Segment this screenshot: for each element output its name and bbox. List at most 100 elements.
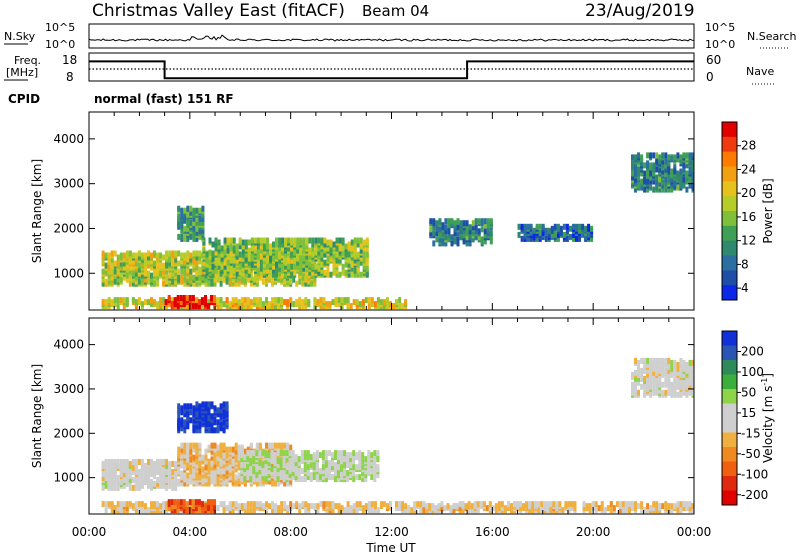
colorbar-tick-label: 50 <box>741 385 756 399</box>
colorbar-tick-label: 8 <box>741 257 749 271</box>
velocity-cell <box>352 464 356 471</box>
power-cell <box>474 224 478 231</box>
power-cell <box>386 301 389 308</box>
power-cell <box>214 245 218 252</box>
power-cell <box>104 303 108 310</box>
velocity-cell <box>352 456 356 463</box>
velocity-cell <box>446 503 450 510</box>
power-cell <box>404 299 408 306</box>
power-cell <box>186 303 190 310</box>
power-cell <box>252 297 256 304</box>
power-cell <box>186 266 190 273</box>
velocity-cell <box>194 505 198 512</box>
velocity-cell <box>222 452 226 459</box>
velocity-cell <box>270 470 274 477</box>
velocity-cell <box>119 479 123 485</box>
power-cell <box>584 225 588 232</box>
velocity-cell <box>198 413 202 420</box>
power-cell <box>256 247 260 254</box>
power-cell <box>269 247 272 254</box>
velocity-cell <box>425 503 429 510</box>
velocity-cell <box>637 375 640 382</box>
power-cell <box>113 250 117 257</box>
velocity-cell <box>255 462 259 469</box>
power-cell <box>480 236 484 243</box>
velocity-cell <box>643 375 647 382</box>
power-cell <box>456 224 460 231</box>
velocity-cell <box>137 482 141 489</box>
velocity-cell <box>167 499 171 506</box>
power-cell <box>247 259 251 266</box>
power-cell <box>529 223 533 230</box>
y-tick-label: 3000 <box>53 177 84 191</box>
velocity-cell <box>210 401 214 408</box>
power-cell <box>216 297 220 304</box>
velocity-cell <box>652 377 656 384</box>
velocity-cell <box>195 405 199 412</box>
power-cell <box>186 219 190 226</box>
power-cell <box>214 259 218 266</box>
power-cell <box>640 154 644 161</box>
y-tick-label: 2000 <box>53 426 84 440</box>
power-cell <box>192 225 196 232</box>
power-cell <box>304 297 308 304</box>
power-cell <box>298 278 302 285</box>
power-cell <box>104 252 108 259</box>
velocity-cell <box>367 460 371 467</box>
power-cell <box>326 255 330 262</box>
velocity-cell <box>643 383 647 390</box>
power-cell <box>235 249 239 256</box>
power-cell <box>272 271 275 278</box>
power-cell <box>192 274 196 281</box>
power-cell <box>314 263 318 270</box>
power-cell <box>337 297 341 304</box>
velocity-cell <box>494 507 498 514</box>
velocity-cell <box>198 468 202 475</box>
nave-tick-top: 60 <box>706 53 721 67</box>
velocity-cell <box>282 456 286 463</box>
power-cell <box>162 297 166 304</box>
power-cell <box>208 259 212 266</box>
velocity-cell <box>286 442 290 449</box>
velocity-cell <box>303 450 307 457</box>
power-cell <box>214 267 218 274</box>
power-cell <box>232 245 236 252</box>
power-cell <box>658 166 662 173</box>
velocity-cell <box>321 450 325 457</box>
velocity-cell <box>216 466 220 473</box>
power-cell <box>398 297 402 304</box>
power-data <box>101 152 695 310</box>
velocity-cell <box>186 478 190 485</box>
velocity-cell <box>104 479 108 485</box>
power-cell <box>168 272 172 279</box>
power-cell <box>347 249 351 256</box>
power-cell <box>664 176 668 183</box>
power-cell <box>159 301 163 308</box>
velocity-cell <box>664 501 668 508</box>
power-cell <box>550 225 554 232</box>
power-cell <box>483 228 487 235</box>
velocity-cell <box>373 476 377 483</box>
velocity-cell <box>268 503 271 510</box>
power-cell <box>232 267 236 274</box>
power-cell <box>180 233 184 240</box>
power-cell <box>153 278 156 285</box>
velocity-cell <box>685 361 689 368</box>
velocity-cell <box>104 459 108 465</box>
power-cell <box>290 263 294 270</box>
power-cell <box>259 265 263 272</box>
power-cell <box>275 269 278 276</box>
colorbar-tick-label: 28 <box>741 139 756 153</box>
velocity-cell <box>147 469 150 475</box>
power-cell <box>634 170 637 177</box>
velocity-cell <box>195 423 199 430</box>
velocity-cell <box>404 503 408 510</box>
velocity-cell <box>231 501 235 508</box>
colorbar-segment <box>722 270 737 286</box>
velocity-cell <box>180 405 184 412</box>
power-cell <box>134 260 138 267</box>
power-cell <box>223 249 227 256</box>
velocity-cell <box>567 501 571 508</box>
velocity-cell <box>231 470 235 477</box>
velocity-cell <box>318 452 322 459</box>
